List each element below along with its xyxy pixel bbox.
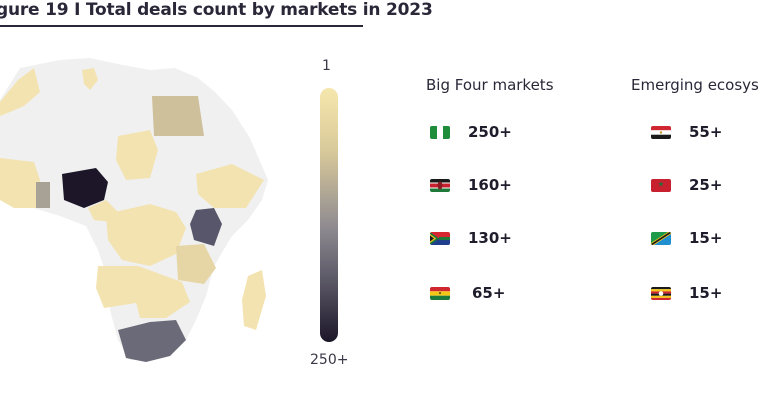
scale-min-label: 1 xyxy=(322,58,331,74)
legend-row: 130+ xyxy=(430,227,512,249)
egypt-flag-icon xyxy=(651,125,671,139)
legend-row: 15+ xyxy=(651,282,722,304)
uganda-flag-icon xyxy=(651,286,671,300)
region-morocco xyxy=(0,68,40,116)
legend-row: 65+ xyxy=(430,282,505,304)
morocco-flag-icon xyxy=(651,178,671,192)
tanzania-flag-icon xyxy=(651,231,671,245)
kenya-flag-icon xyxy=(430,178,450,192)
legend-count: 130+ xyxy=(468,229,512,247)
region-tanzania xyxy=(176,244,216,284)
legend-count: 25+ xyxy=(689,176,723,194)
legend-count: 55+ xyxy=(689,123,723,141)
region-ethiopia xyxy=(196,164,264,208)
region-egypt xyxy=(152,96,204,136)
region-ghana xyxy=(36,182,50,208)
legend-row: 15+ xyxy=(651,227,722,249)
legend-count: 65+ xyxy=(472,284,506,302)
emerging-heading: Emerging ecosys xyxy=(631,76,759,94)
legend-row: 25+ xyxy=(651,174,722,196)
ghana-flag-icon xyxy=(430,286,450,300)
africa-map xyxy=(0,58,268,362)
title-underline xyxy=(0,25,363,27)
scale-max-label: 250+ xyxy=(310,352,349,368)
region-southern-africa xyxy=(136,266,190,318)
legend-count: 250+ xyxy=(468,123,512,141)
region-sudan xyxy=(116,130,158,180)
color-scale-bar xyxy=(320,88,338,342)
south-africa-flag-icon xyxy=(430,231,450,245)
legend-count: 15+ xyxy=(689,229,723,247)
region-madagascar xyxy=(242,270,266,330)
legend-row: 55+ xyxy=(651,121,722,143)
region-algeria xyxy=(82,68,98,90)
region-nigeria xyxy=(62,168,108,208)
region-kenya xyxy=(190,208,222,246)
legend-count: 160+ xyxy=(468,176,512,194)
legend-count: 15+ xyxy=(689,284,723,302)
region-central-africa xyxy=(106,204,186,266)
chart-title: gure 19 I Total deals count by markets i… xyxy=(0,0,433,20)
region-west-africa xyxy=(0,158,40,208)
legend-row: 160+ xyxy=(430,174,512,196)
legend-row: 250+ xyxy=(430,121,512,143)
region-south-africa xyxy=(118,320,186,362)
big-four-heading: Big Four markets xyxy=(426,76,554,94)
region-angola xyxy=(96,266,142,308)
nigeria-flag-icon xyxy=(430,125,450,139)
